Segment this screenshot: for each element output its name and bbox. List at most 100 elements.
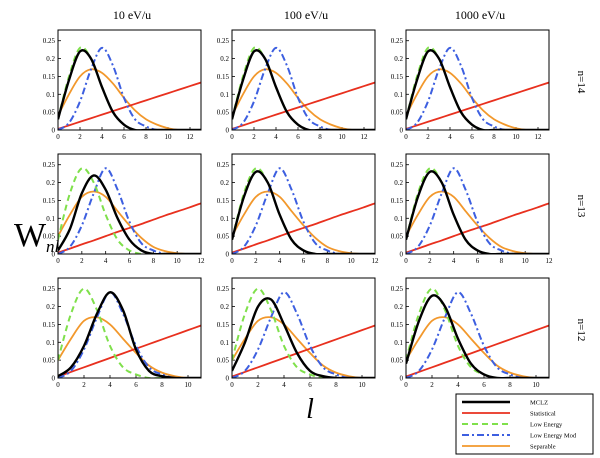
y-tick-label: 0.2 <box>220 303 229 311</box>
series-lines <box>406 287 549 378</box>
y-tick-label: 0.25 <box>43 37 56 45</box>
x-tick-label: 8 <box>326 257 330 265</box>
y-tick-label: 0.15 <box>391 73 404 81</box>
x-tick-label: 6 <box>302 257 306 265</box>
series-separable <box>232 68 375 130</box>
x-tick-label: 10 <box>339 133 347 141</box>
y-tick-label: 0.05 <box>43 233 56 241</box>
series-mclz <box>58 49 201 130</box>
y-tick-label: 0.2 <box>46 55 55 63</box>
y-tick-label: 0.05 <box>391 357 404 365</box>
legend-box <box>455 393 594 455</box>
x-tick-label: 2 <box>78 133 82 141</box>
series-low-energy-mod <box>58 46 201 130</box>
y-tick-label: 0 <box>52 127 56 135</box>
series-lines <box>232 167 375 254</box>
y-tick-label: 0.15 <box>217 197 230 205</box>
panel-frame <box>57 29 202 131</box>
y-tick-label: 0.2 <box>46 179 55 187</box>
x-tick-label: 8 <box>160 381 164 389</box>
row-labels: n=14 n=13 n=12 <box>575 71 587 342</box>
x-tick-label: 10 <box>165 133 173 141</box>
x-tick-label: 8 <box>152 257 156 265</box>
x-tick-label: 0 <box>56 257 60 265</box>
series-statistical <box>406 324 549 378</box>
series-mclz <box>406 49 549 130</box>
y-tick-label: 0.15 <box>43 73 56 81</box>
y-tick-label: 0.15 <box>391 197 404 205</box>
x-tick-label: 2 <box>254 257 258 265</box>
y-tick-label: 0.25 <box>391 285 404 293</box>
y-tick-label: 0.1 <box>394 339 403 347</box>
y-axis-title: W nl <box>14 217 60 256</box>
panels: 0 0.05 0.1 0.15 0.2 0.25 0 2 4 6 8 10 12 0 0.05 0.1 0.15… <box>43 29 553 389</box>
x-tick-label: 8 <box>508 381 512 389</box>
series-statistical <box>58 202 201 254</box>
series-statistical <box>58 324 201 378</box>
series-statistical <box>406 202 549 254</box>
panel-n-13-10-ev-u: 0 0.05 0.1 0.15 0.2 0.25 0 2 4 6 8 10 12 <box>43 153 205 265</box>
panel-frame <box>405 277 550 379</box>
x-tick-label: 10 <box>522 257 530 265</box>
x-tick-label: 0 <box>404 257 408 265</box>
row-label-n12: n=12 <box>575 319 587 342</box>
series-mclz <box>232 49 375 130</box>
y-tick-label: 0.15 <box>217 73 230 81</box>
x-tick-label: 0 <box>230 257 234 265</box>
x-tick-label: 2 <box>430 381 434 389</box>
y-tick-label: 0.25 <box>43 161 56 169</box>
y-tick-label: 0.1 <box>220 215 229 223</box>
series-statistical <box>58 81 201 130</box>
panel-n-13-100-ev-u: 0 0.05 0.1 0.15 0.2 0.25 0 2 4 6 8 10 12 <box>217 153 379 265</box>
panel-n-12-1000-ev-u: 0 0.05 0.1 0.15 0.2 0.25 0 2 4 6 8 10 <box>391 277 550 389</box>
y-tick-label: 0.05 <box>217 233 230 241</box>
x-tick-label: 0 <box>230 381 234 389</box>
series-low-energy-mod <box>406 46 549 130</box>
column-title-100: 100 eV/u <box>284 8 328 22</box>
x-tick-label: 8 <box>492 133 496 141</box>
x-tick-label: 2 <box>428 257 432 265</box>
series-lines <box>58 287 201 378</box>
y-tick-label: 0.05 <box>43 109 56 117</box>
x-tick-label: 0 <box>404 133 408 141</box>
x-tick-label: 4 <box>448 133 452 141</box>
x-tick-label: 6 <box>296 133 300 141</box>
y-tick-label: 0.1 <box>220 91 229 99</box>
x-tick-label: 6 <box>128 257 132 265</box>
y-tick-label: 0.1 <box>394 215 403 223</box>
y-tick-label: 0.25 <box>217 161 230 169</box>
x-tick-label: 4 <box>282 381 286 389</box>
series-separable <box>406 68 549 130</box>
x-tick-label: 8 <box>500 257 504 265</box>
x-tick-label: 6 <box>470 133 474 141</box>
y-tick-label: 0.05 <box>391 233 404 241</box>
y-tick-label: 0.05 <box>217 109 230 117</box>
series-lines <box>406 46 549 130</box>
y-tick-label: 0.25 <box>217 37 230 45</box>
series-low-energy-mod <box>58 291 201 378</box>
x-tick-label: 10 <box>348 257 356 265</box>
x-tick-label: 4 <box>456 381 460 389</box>
x-tick-label: 2 <box>426 133 430 141</box>
y-tick-label: 0.1 <box>46 339 55 347</box>
y-tick-label: 0.2 <box>394 55 403 63</box>
x-tick-label: 8 <box>144 133 148 141</box>
panel-frame <box>405 29 550 131</box>
panel-frame <box>231 153 376 255</box>
series-lines <box>232 287 375 378</box>
x-tick-label: 6 <box>122 133 126 141</box>
y-axis-label: W <box>14 217 47 254</box>
column-title-10: 10 eV/u <box>113 8 151 22</box>
x-tick-label: 10 <box>513 133 521 141</box>
x-tick-label: 2 <box>252 133 256 141</box>
panel-frame <box>231 29 376 131</box>
x-tick-label: 10 <box>185 381 193 389</box>
y-tick-label: 0.25 <box>391 37 404 45</box>
row-label-n13: n=13 <box>575 195 587 218</box>
panel-n-13-1000-ev-u: 0 0.05 0.1 0.15 0.2 0.25 0 2 4 6 8 10 12 <box>391 153 553 265</box>
x-tick-label: 12 <box>187 133 195 141</box>
legend-label-mclz: MCLZ <box>530 399 548 406</box>
series-separable <box>406 316 549 378</box>
x-tick-label: 0 <box>404 381 408 389</box>
panel-frame <box>57 277 202 379</box>
